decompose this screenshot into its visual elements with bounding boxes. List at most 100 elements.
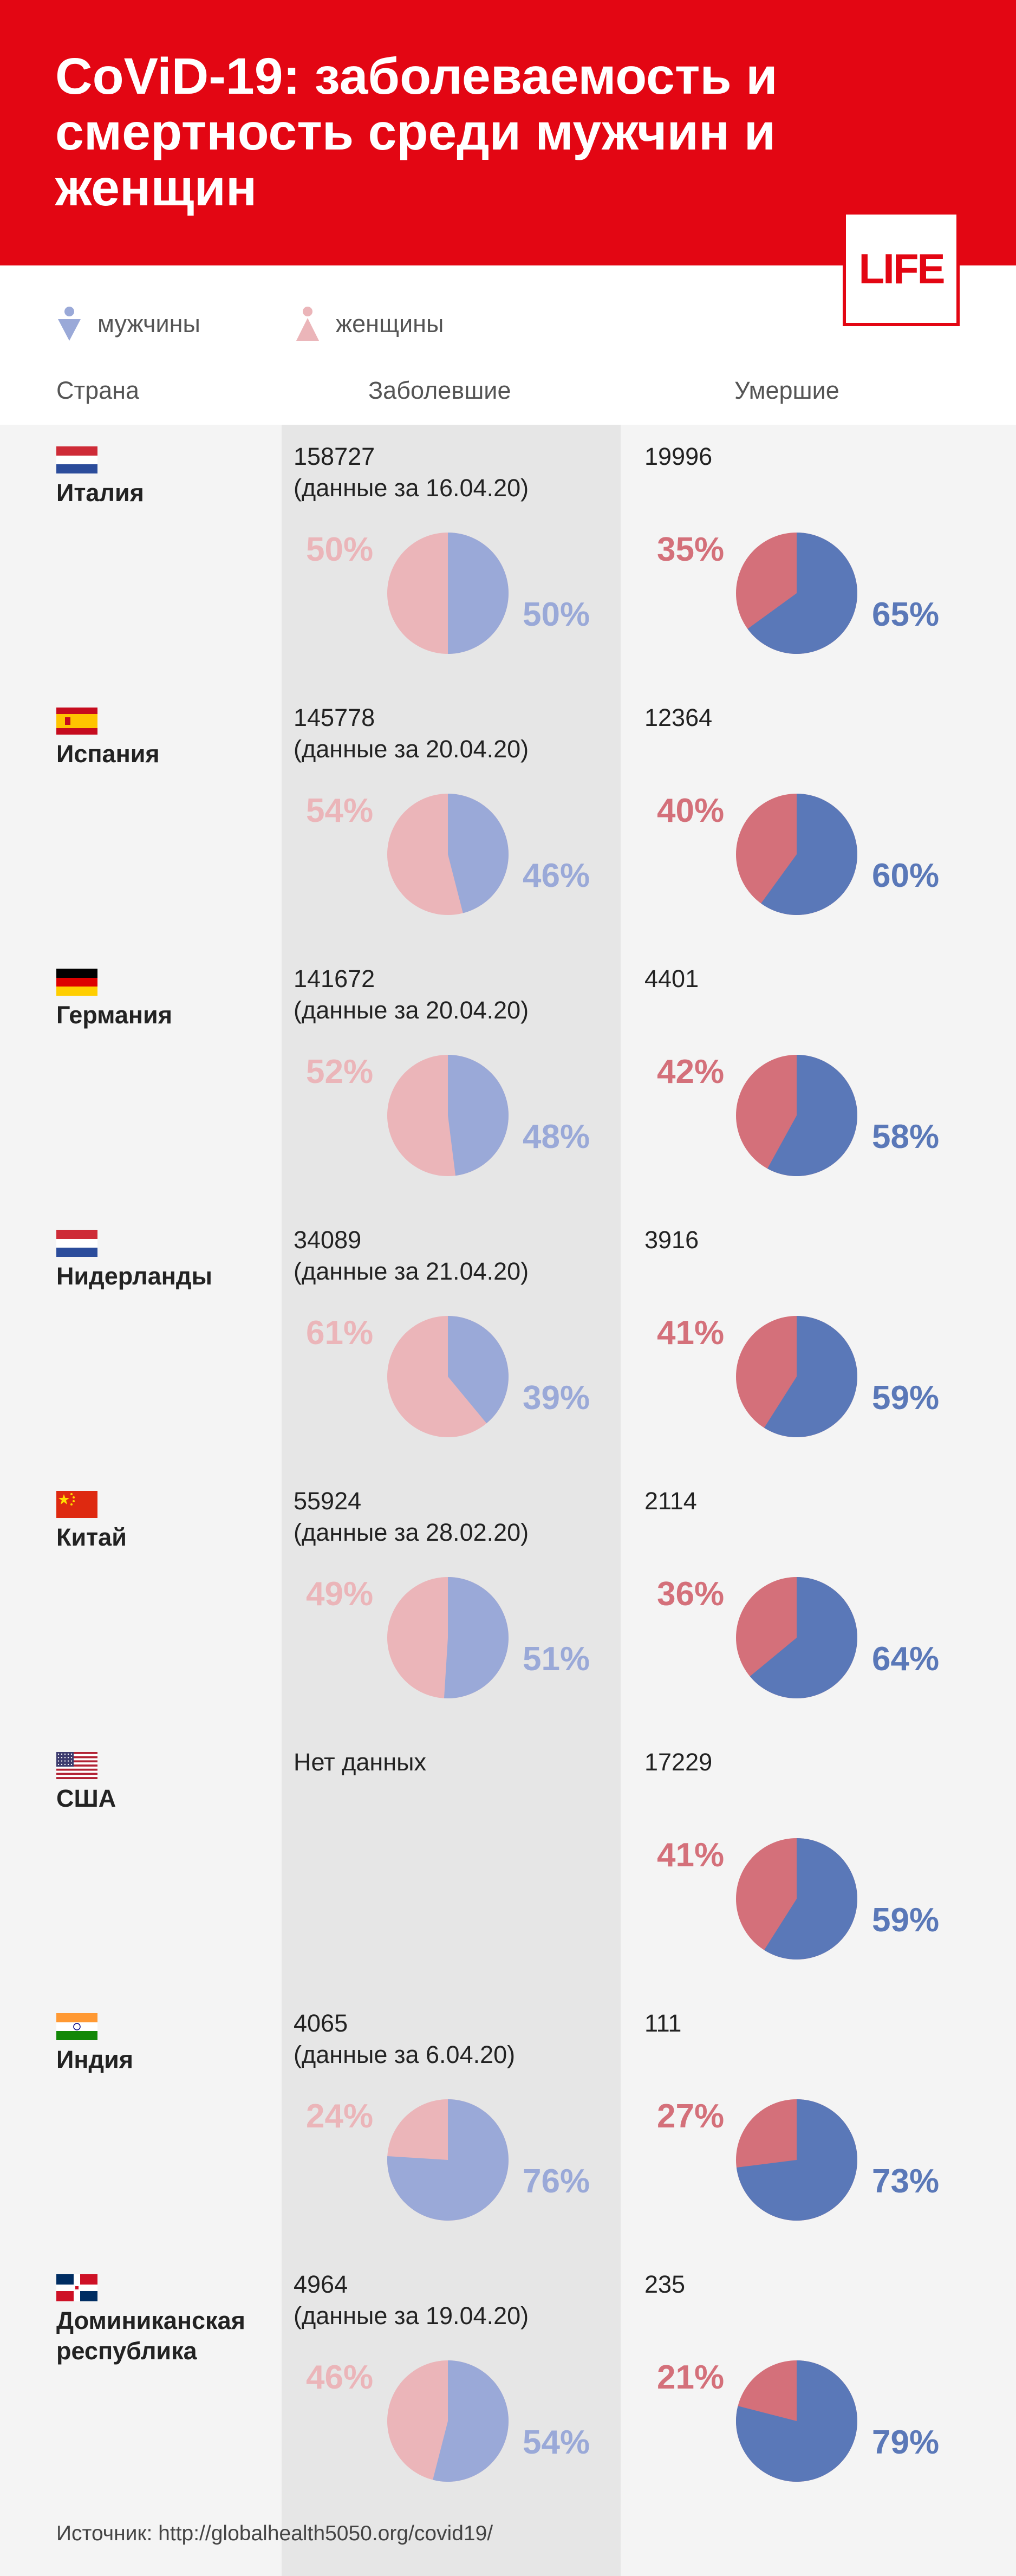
cases-count: 4964 (данные за 19.04.20) xyxy=(294,2269,529,2332)
germany-flag xyxy=(56,969,97,996)
pie-slice-men xyxy=(747,533,857,654)
cases-pie-chart xyxy=(387,1316,509,1437)
deaths-men-percent: 79% xyxy=(872,2424,940,2461)
cases-date-note: (данные за 19.04.20) xyxy=(294,2302,529,2330)
cases-value: 141672 xyxy=(294,965,375,992)
country-row: Китай 55924 (данные за 28.02.20) 2114 49% 51%… xyxy=(0,1469,1016,1730)
deaths-pie-chart xyxy=(736,794,857,915)
cases-men-percent: 51% xyxy=(523,1640,590,1678)
man-icon xyxy=(58,307,81,341)
source-note: Источник: http://globalhealth5050.org/co… xyxy=(56,2522,493,2545)
cases-pie-chart xyxy=(387,1055,509,1176)
cases-women-percent: 50% xyxy=(306,531,374,568)
cases-date-note: (данные за 20.04.20) xyxy=(294,735,529,763)
deaths-women-percent: 35% xyxy=(657,531,725,568)
cases-men-percent: 39% xyxy=(523,1379,590,1417)
deaths-count: 2114 xyxy=(644,1487,697,1515)
pie-slice-men xyxy=(764,1838,857,1959)
country-row: Испания 145778 (данные за 20.04.20) 12364 54… xyxy=(0,686,1016,947)
deaths-count: 235 xyxy=(644,2270,686,2298)
deaths-women-percent: 42% xyxy=(657,1053,725,1091)
pie-slice-men xyxy=(444,1577,509,1698)
deaths-women-percent: 27% xyxy=(657,2098,725,2135)
deaths-count: 17229 xyxy=(644,1748,713,1776)
country-name: Доминиканская республика xyxy=(56,2307,245,2365)
deaths-men-percent: 60% xyxy=(872,857,940,894)
cases-pie-chart xyxy=(387,794,509,915)
deaths-men-percent: 73% xyxy=(872,2163,940,2200)
deaths-women-percent: 41% xyxy=(657,1314,725,1352)
deaths-count: 4401 xyxy=(644,965,699,992)
pie-slice-men xyxy=(736,2360,857,2482)
cases-women-percent: 54% xyxy=(306,792,374,829)
cases-value: 34089 xyxy=(294,1226,362,1254)
column-header-country: Страна xyxy=(56,377,140,404)
country-row: Германия 141672 (данные за 20.04.20) 4401 52… xyxy=(0,947,1016,1208)
deaths-pie-chart xyxy=(736,2360,857,2482)
cases-date-note: (данные за 28.02.20) xyxy=(294,1519,529,1546)
italy-flag xyxy=(56,446,97,473)
pie-slice-men xyxy=(750,1577,857,1698)
header-banner: CoViD-19: заболеваемость и смертность ср… xyxy=(0,0,1016,265)
deaths-count: 12364 xyxy=(644,704,713,731)
deaths-pie-chart xyxy=(736,533,857,654)
cases-count: 4065 (данные за 6.04.20) xyxy=(294,2008,515,2071)
cases-men-percent: 76% xyxy=(523,2163,590,2200)
cases-count: 145778 (данные за 20.04.20) xyxy=(294,702,529,765)
country-name: Испания xyxy=(56,740,160,768)
cases-women-percent: 46% xyxy=(306,2359,374,2396)
country-name: Китай xyxy=(56,1523,127,1551)
deaths-pie-chart xyxy=(736,2099,857,2221)
cases-date-note: (данные за 6.04.20) xyxy=(294,2041,516,2068)
pie-slice-men xyxy=(764,1316,857,1437)
logo-text: LIFE xyxy=(858,244,946,293)
dominican-republic-flag xyxy=(56,2274,97,2301)
country-name: Германия xyxy=(56,1001,172,1029)
cases-value: 145778 xyxy=(294,704,375,731)
woman-icon xyxy=(296,307,319,341)
cases-men-percent: 46% xyxy=(523,857,590,894)
deaths-women-percent: 21% xyxy=(657,2359,725,2396)
country-name: США xyxy=(56,1785,116,1812)
cases-count: 158727 (данные за 16.04.20) xyxy=(294,441,529,504)
cases-women-percent: 49% xyxy=(306,1575,374,1613)
netherlands-flag xyxy=(56,1230,97,1257)
pie-slice-men xyxy=(767,1055,857,1176)
cases-value: 55924 xyxy=(294,1487,362,1515)
pie-slice-men xyxy=(387,2099,509,2221)
cases-date-note: (данные за 20.04.20) xyxy=(294,996,529,1024)
deaths-pie-chart xyxy=(736,1838,857,1959)
deaths-men-percent: 65% xyxy=(872,596,940,633)
pie-slice-men xyxy=(448,1055,509,1176)
pie-slice-men xyxy=(433,2360,509,2482)
spain-flag xyxy=(56,708,97,735)
pie-slice-men xyxy=(448,794,509,913)
cases-women-percent: 52% xyxy=(306,1053,374,1091)
country-row: Индия 4065 (данные за 6.04.20) 111 24% 76% 27%… xyxy=(0,1991,1016,2253)
cases-value: 158727 xyxy=(294,443,375,470)
life-logo: LIFE xyxy=(843,211,960,326)
cases-value: 4065 xyxy=(294,2009,348,2037)
cases-count: 55924 (данные за 28.02.20) xyxy=(294,1485,529,1548)
cases-count: 141672 (данные за 20.04.20) xyxy=(294,963,529,1026)
country-row: Нидерланды 34089 (данные за 21.04.20) 3916 6… xyxy=(0,1208,1016,1469)
deaths-men-percent: 64% xyxy=(872,1640,940,1678)
cases-men-percent: 54% xyxy=(523,2424,590,2461)
cases-pie-chart xyxy=(387,533,509,654)
deaths-women-percent: 36% xyxy=(657,1575,725,1613)
deaths-pie-chart xyxy=(736,1055,857,1176)
cases-pie-chart xyxy=(387,1577,509,1698)
cases-men-percent: 50% xyxy=(523,596,590,633)
deaths-women-percent: 41% xyxy=(657,1837,725,1874)
column-header-deaths: Умершие xyxy=(734,377,839,404)
deaths-count: 19996 xyxy=(644,443,713,470)
china-flag xyxy=(56,1491,97,1518)
country-row: США Нет данных 17229 41% 59% xyxy=(0,1730,1016,1991)
cases-women-percent: 61% xyxy=(306,1314,374,1352)
deaths-count: 111 xyxy=(644,2009,682,2037)
cases-women-percent: 24% xyxy=(306,2098,374,2135)
legend-women-label: женщины xyxy=(336,310,444,338)
cases-date-note: (данные за 16.04.20) xyxy=(294,474,529,502)
deaths-count: 3916 xyxy=(644,1226,699,1254)
cases-pie-chart xyxy=(387,2360,509,2482)
